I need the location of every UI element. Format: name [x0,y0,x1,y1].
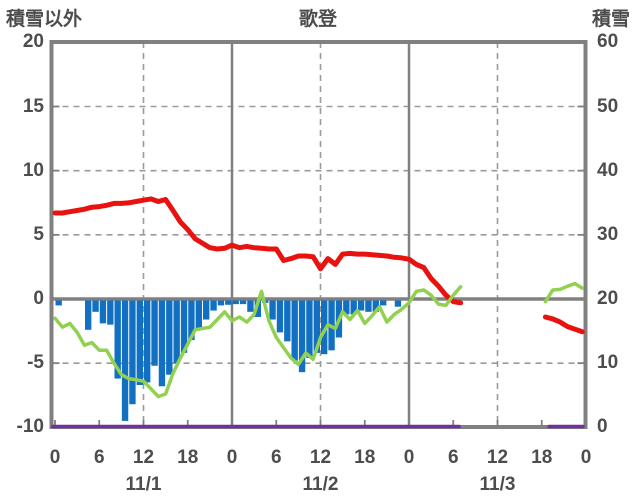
x-axis-tick: 6 [93,447,105,468]
bar [99,300,107,324]
station-title: 歌登 [298,9,337,30]
x-axis-tick: 0 [49,447,61,468]
right-axis-tick: 40 [597,159,619,181]
red-line [542,314,585,335]
bar [239,300,247,305]
bar [269,300,276,320]
bar [203,300,210,320]
bar [357,300,365,311]
bar [372,300,379,312]
bar [173,300,180,364]
bar [55,300,62,306]
x-axis-tick: 12 [309,447,332,468]
right-axis-title: 積雪 [591,9,630,30]
left-axis-tick: 0 [33,288,44,309]
bar [144,300,151,383]
bar [195,300,202,329]
green-line [543,281,585,304]
x-axis-tick: 0 [226,447,238,468]
bar [136,300,143,385]
bar [107,300,114,325]
bar [85,300,92,330]
red-line [52,196,464,306]
bar [254,300,261,317]
bar [151,300,158,366]
x-axis-tick: 6 [270,447,282,468]
x-axis-tick: 0 [403,447,415,468]
bar [158,300,166,387]
x-axis-tick: 0 [580,447,592,468]
bar [232,300,239,305]
x-axis-tick: 18 [531,447,553,468]
x-axis-tick: 12 [132,447,155,468]
date-label: 11/2 [302,474,339,495]
right-axis-tick: 50 [597,95,619,117]
bar [92,300,99,312]
left-axis-tick: -10 [16,416,44,438]
date-label: 11/1 [125,474,162,495]
x-axis-tick: 18 [354,447,376,468]
bar [166,300,173,375]
right-axis-tick: 0 [597,416,608,438]
x-axis-tick: 18 [177,447,199,468]
left-axis-tick: 20 [22,31,44,53]
bar [350,300,357,315]
bar [380,300,387,306]
right-axis-tick: 10 [597,352,619,374]
bar [129,300,136,405]
left-axis-tick: 15 [22,95,44,117]
left-axis-tick: 5 [33,223,44,245]
date-label: 11/3 [479,474,516,495]
bar [343,300,350,315]
bar [180,300,188,353]
left-axis-title: 積雪以外 [6,9,83,30]
bar [121,300,129,421]
right-axis-tick: 60 [597,31,619,53]
bar [321,300,328,355]
bar [247,300,254,312]
bar [210,300,217,311]
bar [225,300,232,305]
left-axis-tick: -5 [27,352,44,374]
bar [276,300,284,333]
bar [306,300,313,359]
x-axis-tick: 6 [447,447,459,468]
bar [114,300,121,379]
bar [284,300,291,342]
right-axis-tick: 20 [597,288,619,309]
bar [291,300,298,361]
bar [298,300,306,373]
right-axis-tick: 30 [597,223,619,245]
bar [365,300,372,312]
green-line [53,285,463,399]
x-axis-tick: 12 [486,447,509,468]
bar [188,300,195,341]
bar [394,300,402,307]
left-axis-tick: 10 [22,159,44,181]
bar [313,300,320,353]
bar [217,300,225,306]
